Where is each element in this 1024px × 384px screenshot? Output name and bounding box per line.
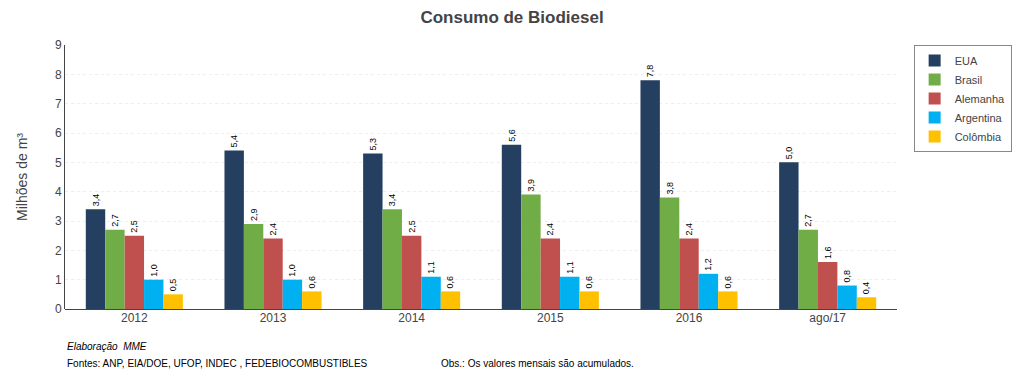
svg-text:0,6: 0,6 <box>445 276 455 289</box>
svg-text:3,4: 3,4 <box>387 194 397 207</box>
svg-text:2,5: 2,5 <box>407 220 417 233</box>
svg-text:1,0: 1,0 <box>287 264 297 277</box>
svg-text:5,3: 5,3 <box>368 138 378 151</box>
svg-text:2,4: 2,4 <box>268 223 278 236</box>
svg-text:Alemanha: Alemanha <box>955 93 1005 105</box>
svg-text:5: 5 <box>55 156 62 170</box>
svg-text:Obs.: Os valores mensais são a: Obs.: Os valores mensais são acumulados. <box>441 358 634 369</box>
svg-text:3: 3 <box>55 214 62 228</box>
svg-text:0,4: 0,4 <box>861 282 871 295</box>
svg-text:1: 1 <box>55 273 62 287</box>
svg-text:0,6: 0,6 <box>584 276 594 289</box>
svg-text:EUA: EUA <box>955 55 978 67</box>
svg-text:2,7: 2,7 <box>110 214 120 227</box>
svg-text:2,4: 2,4 <box>684 223 694 236</box>
svg-text:Milhões de m³: Milhões de m³ <box>14 133 30 221</box>
svg-text:Argentina: Argentina <box>955 112 1003 124</box>
svg-text:0: 0 <box>55 302 62 316</box>
svg-text:0,6: 0,6 <box>307 276 317 289</box>
svg-text:1,1: 1,1 <box>565 261 575 274</box>
svg-text:1,0: 1,0 <box>149 264 159 277</box>
svg-text:6: 6 <box>55 126 62 140</box>
svg-text:9: 9 <box>55 38 62 52</box>
svg-text:1,2: 1,2 <box>703 258 713 271</box>
svg-text:2014: 2014 <box>398 311 425 325</box>
svg-text:2,4: 2,4 <box>545 223 555 236</box>
svg-text:7,8: 7,8 <box>645 65 655 78</box>
svg-text:4: 4 <box>55 185 62 199</box>
svg-text:8: 8 <box>55 68 62 82</box>
svg-text:Elaboração MME: Elaboração MME <box>67 341 147 352</box>
svg-text:1,1: 1,1 <box>426 261 436 274</box>
svg-text:2015: 2015 <box>537 311 564 325</box>
svg-text:2,9: 2,9 <box>249 208 259 221</box>
svg-text:Colômbia: Colômbia <box>955 131 1002 143</box>
svg-text:0,6: 0,6 <box>723 276 733 289</box>
svg-text:Fontes: ANP, EIA/DOE, UFOP, IN: Fontes: ANP, EIA/DOE, UFOP, INDEC , FEDE… <box>67 358 368 369</box>
svg-text:3,9: 3,9 <box>526 179 536 192</box>
svg-text:2013: 2013 <box>260 311 287 325</box>
svg-text:0,5: 0,5 <box>168 279 178 292</box>
svg-text:Brasil: Brasil <box>955 74 983 86</box>
svg-text:2,5: 2,5 <box>129 220 139 233</box>
svg-text:5,0: 5,0 <box>784 147 794 160</box>
svg-text:2: 2 <box>55 244 62 258</box>
svg-text:7: 7 <box>55 97 62 111</box>
svg-text:2,7: 2,7 <box>803 214 813 227</box>
svg-text:1,6: 1,6 <box>823 247 833 260</box>
svg-text:2016: 2016 <box>676 311 703 325</box>
svg-text:3,4: 3,4 <box>91 194 101 207</box>
svg-text:0,8: 0,8 <box>842 270 852 283</box>
svg-text:ago/17: ago/17 <box>809 311 846 325</box>
svg-text:Consumo de Biodiesel: Consumo de Biodiesel <box>420 8 603 27</box>
svg-text:2012: 2012 <box>121 311 148 325</box>
svg-text:5,6: 5,6 <box>507 129 517 142</box>
svg-text:5,4: 5,4 <box>229 135 239 148</box>
svg-text:3,8: 3,8 <box>665 182 675 195</box>
